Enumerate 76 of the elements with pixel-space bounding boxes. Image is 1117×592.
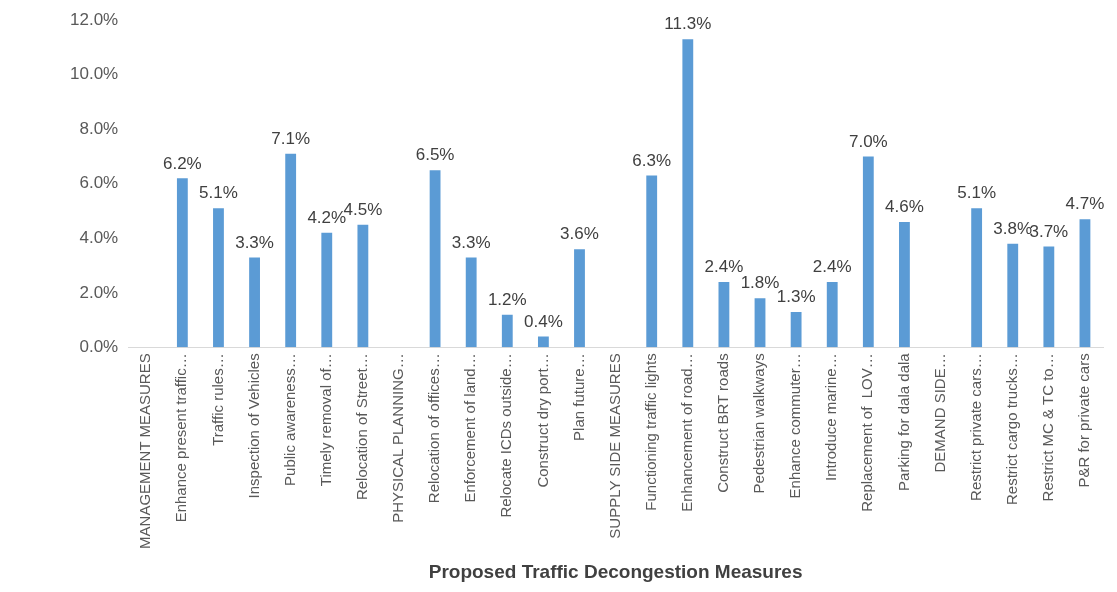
y-tick-label: 4.0%: [79, 227, 119, 247]
data-label: 7.1%: [271, 128, 311, 148]
bar: [682, 39, 694, 348]
data-label: 6.3%: [632, 150, 672, 170]
bar: [176, 178, 188, 348]
data-label: 5.1%: [199, 183, 238, 203]
x-tick-label: Enforcement of land…: [461, 353, 479, 503]
x-tick-label: Enhancement of road…: [677, 353, 695, 512]
x-tick-label: MANAGEMENT MEASURES: [136, 353, 154, 549]
bar: [249, 257, 260, 348]
bar: [574, 249, 585, 348]
x-tick-label: Enhance commuter…: [786, 353, 804, 499]
x-tick-label: Construct dry port…: [533, 353, 551, 488]
x-tick-label: SUPPLY SIDE MEASURES: [605, 353, 623, 539]
x-tick-label: Replacement of LOV…: [858, 353, 876, 512]
data-label: 2.4%: [812, 257, 852, 277]
x-tick-label: Restrict cargo trucks…: [1002, 353, 1020, 506]
x-tick-label: Pedestrian walkways: [750, 353, 768, 494]
y-tick-label: 8.0%: [79, 118, 119, 138]
bar: [501, 314, 513, 348]
bar: [321, 232, 333, 348]
bar: [1079, 219, 1091, 348]
data-label: 6.5%: [415, 145, 455, 165]
x-tick-label: Relocation of Street…: [353, 353, 371, 501]
x-tick-label: DEMAND SIDE…: [930, 353, 948, 473]
data-label: 2.4%: [704, 257, 744, 277]
data-label: 6.2%: [162, 153, 202, 173]
y-tick-label: 2.0%: [79, 282, 119, 302]
x-tick-label: Parking for dala dala: [894, 352, 912, 491]
x-tick-label: Relocate ICDs outside…: [497, 353, 515, 518]
bar: [826, 281, 838, 348]
bar: [465, 257, 477, 348]
data-label: 3.3%: [451, 232, 491, 252]
data-label: 1.2%: [487, 289, 527, 309]
y-tick-label: 10.0%: [70, 64, 119, 84]
bar: [1007, 243, 1019, 348]
bar: [754, 298, 766, 348]
bar: [357, 224, 369, 348]
data-label: 0.4%: [524, 311, 563, 331]
x-tick-label: Relocation of offices…: [425, 353, 443, 504]
x-axis-title: Proposed Traffic Decongestion Measures: [428, 560, 803, 582]
bar: [971, 208, 983, 348]
data-label: 4.7%: [1065, 194, 1105, 214]
x-tick-label: Inspection of Vehicles: [244, 353, 262, 499]
x-tick-label: Introduce marine…: [822, 353, 840, 481]
bar: [537, 336, 549, 348]
data-label: 5.1%: [957, 183, 997, 203]
bar: [790, 311, 802, 348]
data-label: 3.3%: [235, 232, 274, 252]
bar: [862, 156, 874, 348]
bar: [646, 175, 658, 348]
y-tick-label: 0.0%: [79, 337, 119, 357]
x-tick-label: Functioning traffic lights: [641, 353, 659, 511]
data-label: 3.6%: [560, 224, 599, 244]
bar: [429, 170, 441, 348]
data-label: 1.3%: [776, 287, 816, 307]
x-tick-label: Restrict private cars…: [966, 353, 984, 501]
data-label: 4.6%: [885, 197, 924, 217]
bar: [213, 208, 224, 348]
bar: [1043, 246, 1055, 348]
bar: [285, 153, 297, 348]
bar: [718, 281, 730, 348]
x-tick-label: Public awareness…: [280, 353, 298, 486]
data-label: 7.0%: [848, 131, 888, 151]
x-tick-label: Restrict MC & TC to…: [1038, 353, 1056, 502]
x-tick-label: PHYSICAL PLANNING…: [389, 353, 407, 523]
x-tick-label: Timely removal of…: [316, 353, 334, 487]
x-tick-label: Construct BRT roads: [714, 353, 732, 493]
x-tick-label: Traffic rules…: [208, 353, 226, 446]
x-tick-label: Plan future…: [569, 353, 587, 441]
x-tick-label: Enhance present traffic…: [172, 353, 190, 523]
x-tick-label: P&R for private cars: [1075, 353, 1093, 488]
y-tick-label: 12.0%: [70, 9, 119, 29]
bar: [899, 221, 910, 348]
y-tick-label: 6.0%: [79, 173, 119, 193]
data-label: 11.3%: [664, 14, 712, 34]
